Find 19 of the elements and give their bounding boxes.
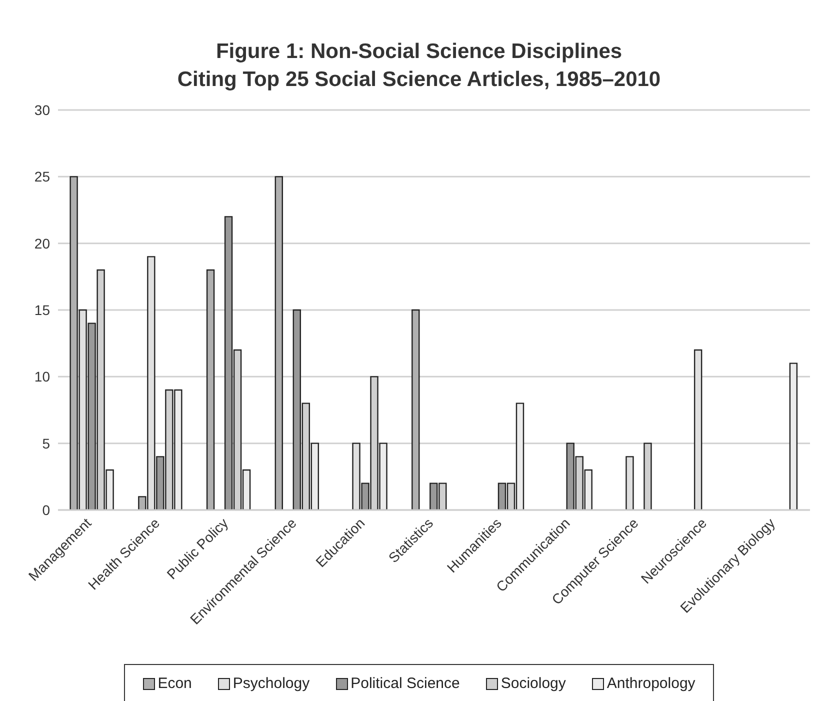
y-tick-label: 5 [42,435,50,452]
y-tick-label: 10 [34,368,50,385]
bar [206,269,215,510]
bar [626,456,634,510]
bar [412,309,420,510]
y-tick-label: 0 [42,502,50,518]
bar [694,349,702,510]
legend-label: Econ [156,675,192,692]
legend-label: Political Science [350,675,460,692]
y-tick-label: 20 [34,235,50,252]
bar [789,362,798,510]
bar [274,176,283,510]
y-tick-label: 25 [34,168,50,185]
legend-label: Sociology [500,675,566,692]
legend-label: Anthropology [606,675,696,692]
legend-label: Psychology [232,675,310,692]
chart-title: Figure 1: Non-Social Science Disciplines Citing Top 25 Social Science Articles, 1985–2010 [176,39,662,93]
y-tick-label: 30 [34,102,50,118]
y-tick-label: 15 [34,302,50,318]
